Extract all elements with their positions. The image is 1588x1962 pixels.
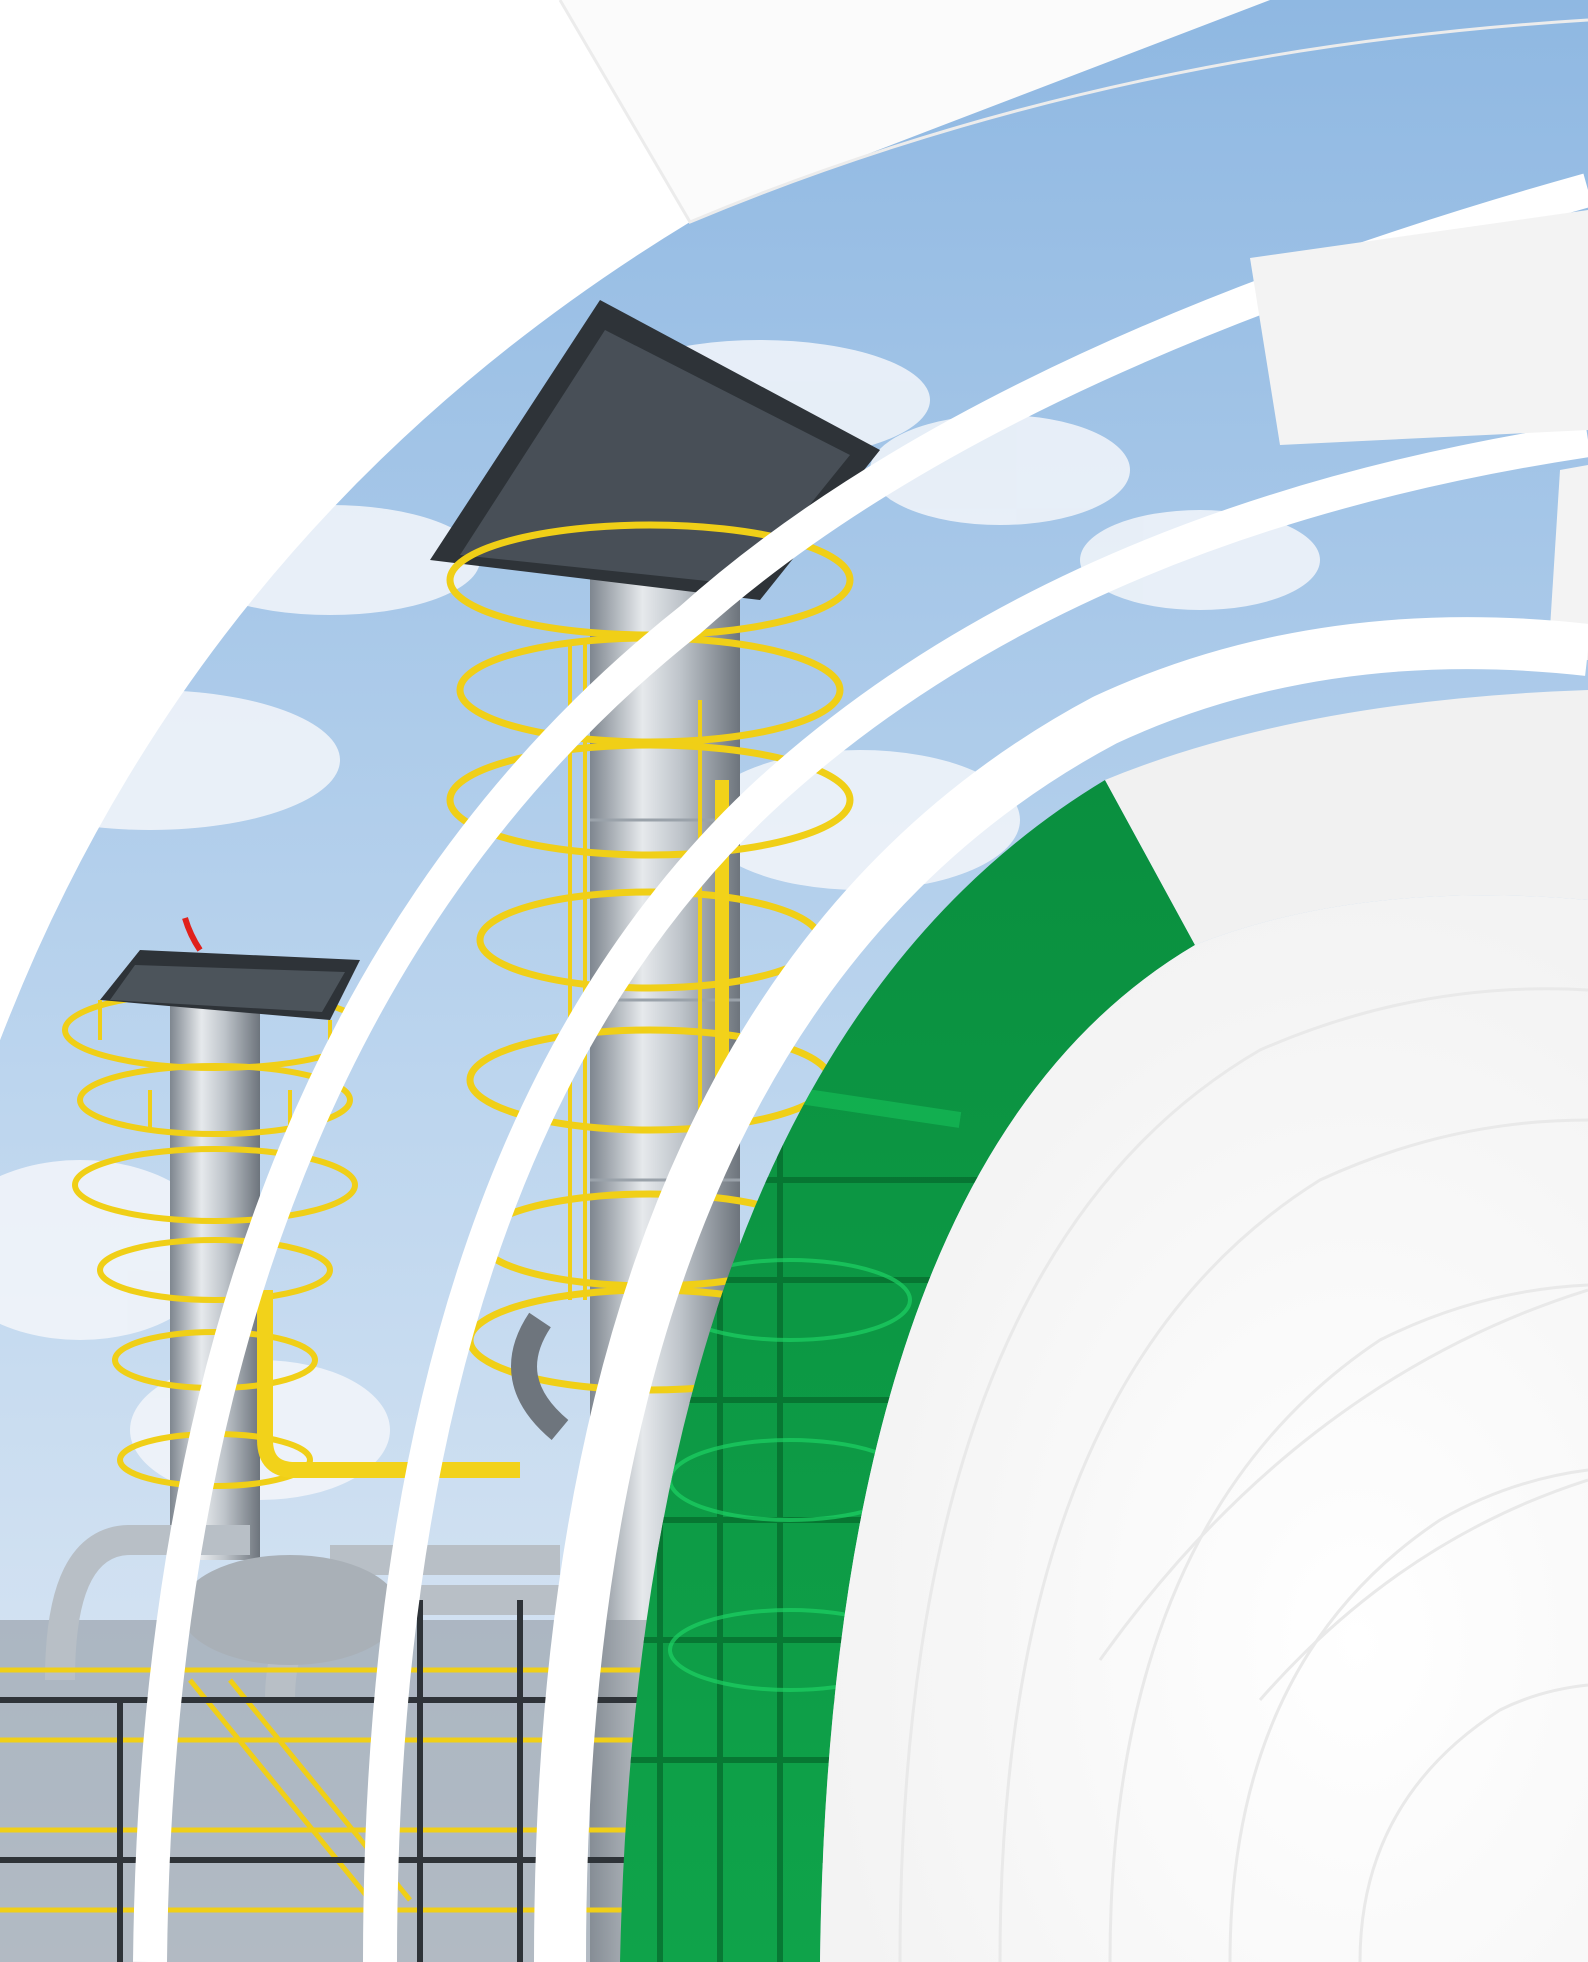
refinery-photo-with-arc-overlay: [0, 0, 1588, 1962]
decorative-arcs: [558, 0, 1588, 1962]
cover-artwork: [0, 0, 1588, 1962]
